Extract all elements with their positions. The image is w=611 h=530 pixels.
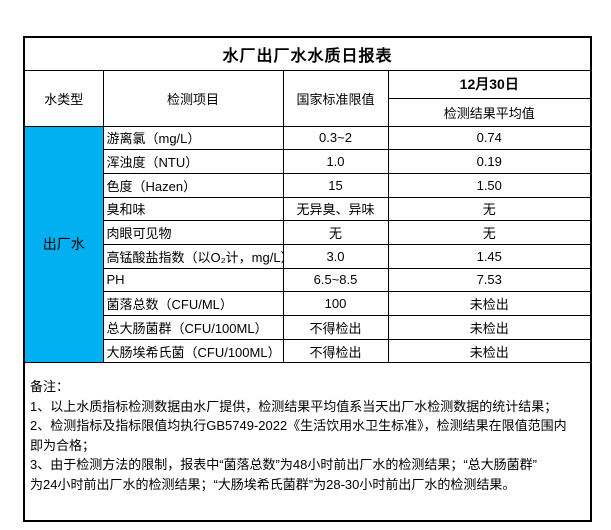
limit-cell: 不得检出 (282, 338, 389, 364)
item-cell: 菌落总数（CFU/ML） (102, 291, 284, 316)
item-cell: 总大肠菌群（CFU/100ML） (102, 315, 284, 340)
notes-line: 为24小时前出厂水的检测结果；“大肠埃希氏菌群”为28-30小时前出厂水的检测结… (30, 476, 516, 492)
limit-cell: 15 (282, 172, 389, 198)
header-water-type: 水类型 (23, 69, 104, 127)
notes-row: 备注： 1、以上水质指标检测数据由水厂提供，检测结果平均值系当天出厂水检测数据的… (23, 362, 592, 522)
limit-cell: 6.5~8.5 (282, 267, 389, 293)
header-test-item: 检测项目 (102, 69, 284, 127)
item-cell: PH (102, 267, 284, 293)
result-cell: 1.45 (387, 243, 592, 269)
item-cell: 游离氯（mg/L） (102, 125, 284, 151)
header-national-limit: 国家标准限值 (282, 69, 389, 127)
result-cell: 未检出 (387, 315, 592, 340)
limit-cell: 无异臭、异味 (282, 196, 389, 222)
result-cell: 未检出 (387, 291, 592, 316)
item-cell: 浑浊度（NTU） (102, 149, 284, 174)
notes-line: 即为合格； (30, 437, 96, 453)
result-cell: 无 (387, 220, 592, 245)
item-cell: 高锰酸盐指数（以O₂计，mg/L） (102, 243, 284, 269)
report-title: 水厂出厂水水质日报表 (23, 36, 592, 71)
table-row: 大肠埃希氏菌（CFU/100ML） 不得检出 未检出 (24, 338, 592, 364)
result-cell: 未检出 (387, 338, 592, 364)
table-row: 肉眼可见物 无 无 (24, 220, 592, 245)
limit-cell: 1.0 (282, 149, 389, 174)
result-cell: 0.19 (387, 149, 592, 174)
table-row: 出厂水 游离氯（mg/L） 0.3~2 0.74 (23, 125, 592, 364)
header-row-1: 水类型 检测项目 国家标准限值 12月30日 (23, 69, 592, 127)
table-row: 高锰酸盐指数（以O₂计，mg/L） 3.0 1.45 (24, 243, 592, 269)
title-row: 水厂出厂水水质日报表 (23, 36, 592, 71)
result-cell: 0.74 (387, 125, 592, 151)
item-cell: 肉眼可见物 (102, 220, 284, 245)
table-row: PH 6.5~8.5 7.53 (24, 267, 592, 293)
water-type-cell: 出厂水 (23, 125, 104, 364)
limit-cell: 不得检出 (282, 315, 389, 340)
table-row: 浑浊度（NTU） 1.0 0.19 (24, 149, 592, 174)
notes-line: 3、由于检测方法的限制，报表中“菌落总数”为48小时前出厂水的检测结果；“总大肠… (30, 457, 538, 473)
header-avg-result: 检测结果平均值 (387, 97, 592, 127)
limit-cell: 0.3~2 (282, 125, 389, 151)
result-cell: 无 (387, 196, 592, 222)
item-cell: 臭和味 (102, 196, 284, 222)
notes-section: 备注： 1、以上水质指标检测数据由水厂提供，检测结果平均值系当天出厂水检测数据的… (23, 362, 592, 522)
limit-cell: 3.0 (282, 243, 389, 269)
table-row: 色度（Hazen） 15 1.50 (24, 172, 592, 198)
result-cell: 7.53 (387, 267, 592, 293)
result-cell: 1.50 (387, 172, 592, 198)
header-date: 12月30日 (387, 69, 592, 99)
header-row-2: 检测结果平均值 (24, 97, 592, 127)
notes-heading: 备注： (30, 379, 70, 395)
water-quality-table: 水厂出厂水水质日报表 水类型 检测项目 国家标准限值 12月30日 检测结果平均… (23, 36, 593, 522)
table-row: 总大肠菌群（CFU/100ML） 不得检出 未检出 (24, 315, 592, 340)
item-cell: 大肠埃希氏菌（CFU/100ML） (102, 338, 284, 364)
limit-cell: 无 (282, 220, 389, 245)
table-row: 臭和味 无异臭、异味 无 (24, 196, 592, 222)
notes-line: 2、检测指标及指标限值均执行GB5749-2022《生活饮用水卫生标准》，检测结… (30, 418, 567, 434)
limit-cell: 100 (282, 291, 389, 316)
item-cell: 色度（Hazen） (102, 172, 284, 198)
table-row: 菌落总数（CFU/ML） 100 未检出 (24, 291, 592, 316)
notes-line: 1、以上水质指标检测数据由水厂提供，检测结果平均值系当天出厂水检测数据的统计结果… (30, 398, 558, 414)
